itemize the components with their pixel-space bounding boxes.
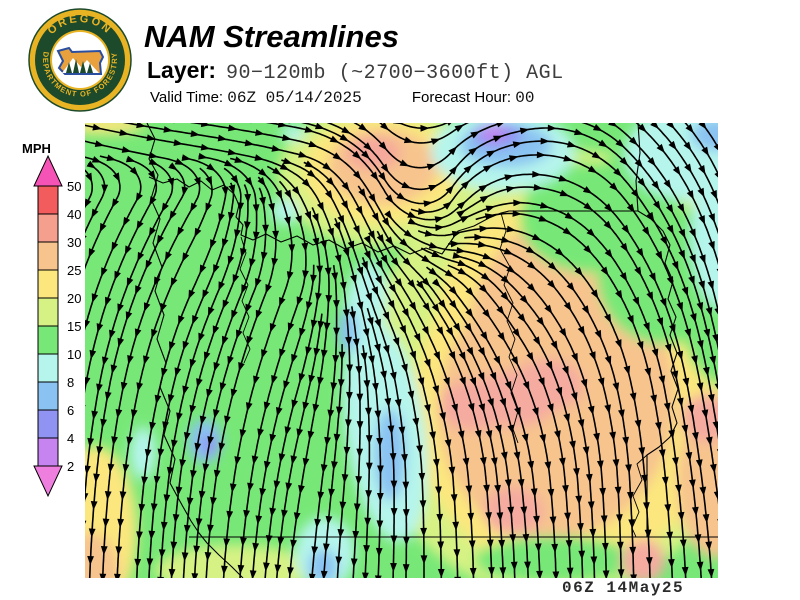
layer-line: Layer: 90−120mb (~2700−3600ft) AGL (147, 57, 564, 85)
svg-text:20: 20 (67, 291, 81, 306)
odf-logo: OREGON DEPARTMENT OF FORESTRY (28, 8, 132, 112)
logo-trees (66, 59, 93, 73)
svg-text:8: 8 (67, 375, 74, 390)
forecast-hour-label: Forecast Hour: (411, 89, 512, 106)
forecast-hour-value: 00 (515, 89, 535, 107)
valid-time-line: Valid Time: 06Z 05/14/2025 Forecast Hour… (150, 89, 534, 107)
svg-text:10: 10 (67, 347, 81, 362)
svg-text:25: 25 (67, 263, 81, 278)
model-run-timestamp: 06Z 14May25 (562, 579, 685, 597)
streamline-map (85, 123, 718, 578)
svg-text:50: 50 (67, 179, 81, 194)
svg-text:4: 4 (67, 431, 74, 446)
legend-title: MPH (22, 141, 51, 156)
svg-text:2: 2 (67, 459, 74, 474)
layer-value: 90−120mb (~2700−3600ft) AGL (226, 62, 564, 85)
valid-time-value: 06Z 05/14/2025 (227, 89, 362, 107)
map-canvas (85, 123, 718, 578)
valid-time-label: Valid Time: (150, 89, 224, 106)
svg-text:30: 30 (67, 235, 81, 250)
svg-text:15: 15 (67, 319, 81, 334)
layer-label: Layer: (147, 57, 217, 83)
snake-river-border (637, 210, 679, 537)
streamline-arrows (85, 123, 718, 578)
svg-text:6: 6 (67, 403, 74, 418)
svg-text:40: 40 (67, 207, 81, 222)
logo-oregon-state-graphic (56, 46, 105, 75)
wind-speed-legend: 50 40 30 25 20 15 10 8 6 4 2 (33, 154, 81, 498)
page-title: NAM Streamlines (144, 19, 399, 54)
